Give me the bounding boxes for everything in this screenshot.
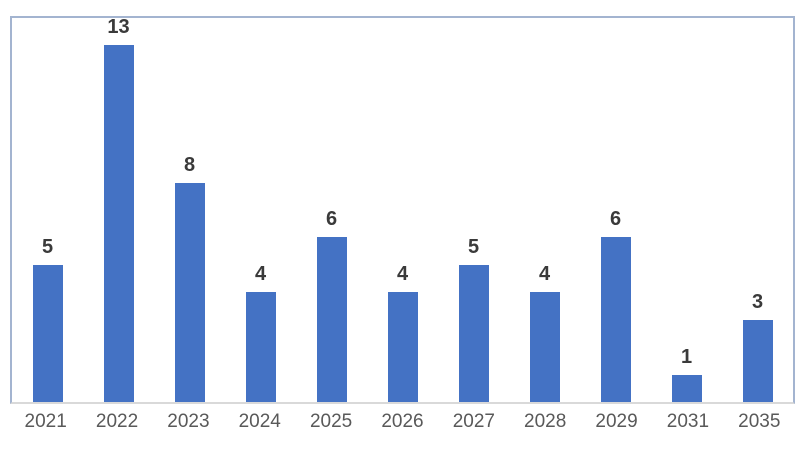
bar-value-label: 1	[680, 346, 693, 368]
bar-slot: 4	[509, 18, 580, 402]
bar-value-label: 3	[751, 291, 764, 313]
x-axis-tick-label: 2023	[167, 411, 210, 432]
x-axis-tick-label: 2026	[381, 411, 424, 432]
bar	[245, 292, 276, 402]
x-axis-tick-label: 2028	[524, 411, 567, 432]
bar	[103, 45, 134, 402]
bar-slot: 6	[580, 18, 651, 402]
bar	[742, 320, 773, 402]
plot-area: 5 13 8 4 6 4 5 4 6 1 3	[10, 16, 795, 404]
bar-value-label: 5	[467, 236, 480, 258]
bar-slot: 6	[296, 18, 367, 402]
bar-slot: 4	[367, 18, 438, 402]
x-axis-tick-label: 2035	[738, 411, 781, 432]
bar-slot: 4	[225, 18, 296, 402]
bar	[316, 237, 347, 402]
x-axis-labels: 2021 2022 2023 2024 2025 2026 2027 2028 2029 2031…	[10, 411, 795, 434]
bar	[671, 375, 702, 402]
bar-value-label: 6	[609, 208, 622, 230]
bar-value-label: 5	[41, 236, 54, 258]
bar	[387, 292, 418, 402]
bar-slot: 3	[722, 18, 793, 402]
bar-slot: 1	[651, 18, 722, 402]
bar	[32, 265, 63, 402]
x-axis-tick-label: 2022	[95, 411, 139, 432]
bar	[458, 265, 489, 402]
bar-value-label: 4	[396, 263, 409, 285]
bar-slot: 5	[12, 18, 83, 402]
x-axis-tick-label: 2029	[595, 411, 638, 432]
x-axis-tick-label: 2031	[666, 411, 710, 432]
x-axis-tick-label: 2027	[452, 411, 495, 432]
bar-value-label: 6	[325, 208, 338, 230]
x-axis-tick-label: 2024	[238, 411, 281, 432]
x-axis-tick-label: 2025	[309, 411, 353, 432]
x-axis-tick-label: 2021	[24, 411, 67, 432]
bar-slot: 13	[83, 16, 154, 402]
bar-slot: 5	[438, 18, 509, 402]
bar	[600, 237, 631, 402]
bar	[174, 183, 205, 402]
bar-value-label: 4	[538, 263, 551, 285]
bar-value-label: 13	[107, 16, 130, 38]
bar	[529, 292, 560, 402]
bar-value-label: 4	[254, 263, 267, 285]
bar-value-label: 8	[183, 154, 196, 176]
bar-slot: 8	[154, 18, 225, 402]
bars-row: 5 13 8 4 6 4 5 4 6 1 3	[12, 16, 793, 402]
